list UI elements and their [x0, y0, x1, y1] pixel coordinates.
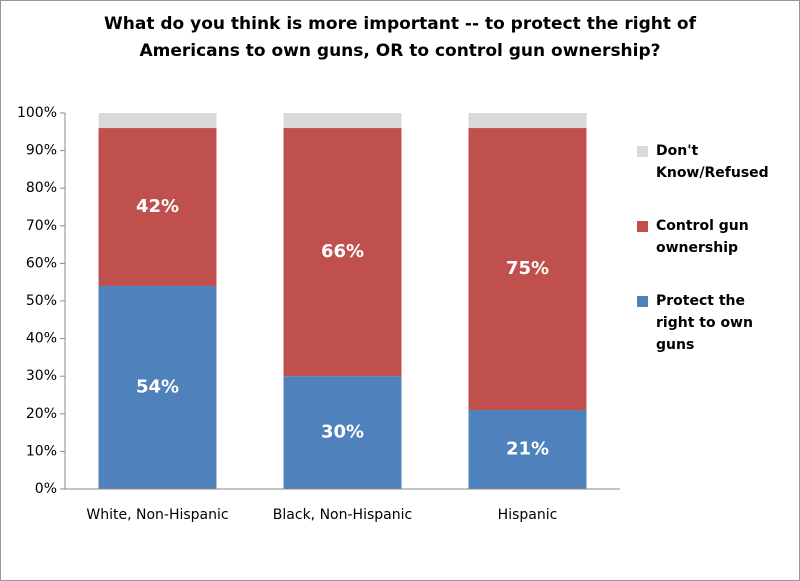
legend-label: Control gun ownership — [656, 218, 749, 256]
x-tick-label: White, Non-Hispanic — [86, 507, 228, 523]
chart-title: What do you think is more important -- t… — [104, 14, 697, 34]
legend-item: Don't Know/Refused — [637, 140, 787, 184]
data-label: 30% — [321, 422, 364, 443]
legend-swatch — [637, 296, 648, 307]
y-tick-label: 10% — [26, 443, 57, 459]
legend-swatch — [637, 146, 648, 157]
bar-segment — [468, 410, 587, 489]
data-label: 42% — [136, 196, 179, 217]
bar-segment — [468, 113, 587, 129]
chart-title: Americans to own guns, OR to control gun… — [139, 41, 660, 61]
bar-segment — [98, 128, 217, 286]
bar-segment — [283, 113, 402, 129]
bar-segment — [468, 128, 587, 411]
data-label: 75% — [506, 258, 549, 279]
y-tick-label: 100% — [17, 105, 57, 121]
legend-label: Protect the right to own guns — [656, 293, 753, 353]
y-tick-label: 40% — [26, 331, 57, 347]
legend-swatch — [637, 221, 648, 232]
bar-segment — [283, 128, 402, 377]
x-tick-label: Hispanic — [498, 507, 558, 523]
bar-segment — [283, 376, 402, 489]
y-tick-label: 90% — [26, 143, 57, 159]
x-tick-label: Black, Non-Hispanic — [273, 507, 412, 523]
y-tick-label: 0% — [35, 481, 57, 497]
y-tick-label: 20% — [26, 406, 57, 422]
legend-label: Don't Know/Refused — [656, 143, 769, 181]
data-label: 21% — [506, 439, 549, 460]
y-tick-label: 70% — [26, 218, 57, 234]
bar-segment — [98, 113, 217, 129]
y-tick-label: 80% — [26, 180, 57, 196]
data-label: 54% — [136, 376, 179, 397]
legend-item: Control gun ownership — [637, 215, 787, 259]
data-label: 66% — [321, 241, 364, 262]
y-tick-label: 60% — [26, 255, 57, 271]
y-tick-label: 50% — [26, 293, 57, 309]
bar-segment — [98, 285, 217, 489]
y-tick-label: 30% — [26, 368, 57, 384]
legend-item: Protect the right to own guns — [637, 290, 787, 356]
